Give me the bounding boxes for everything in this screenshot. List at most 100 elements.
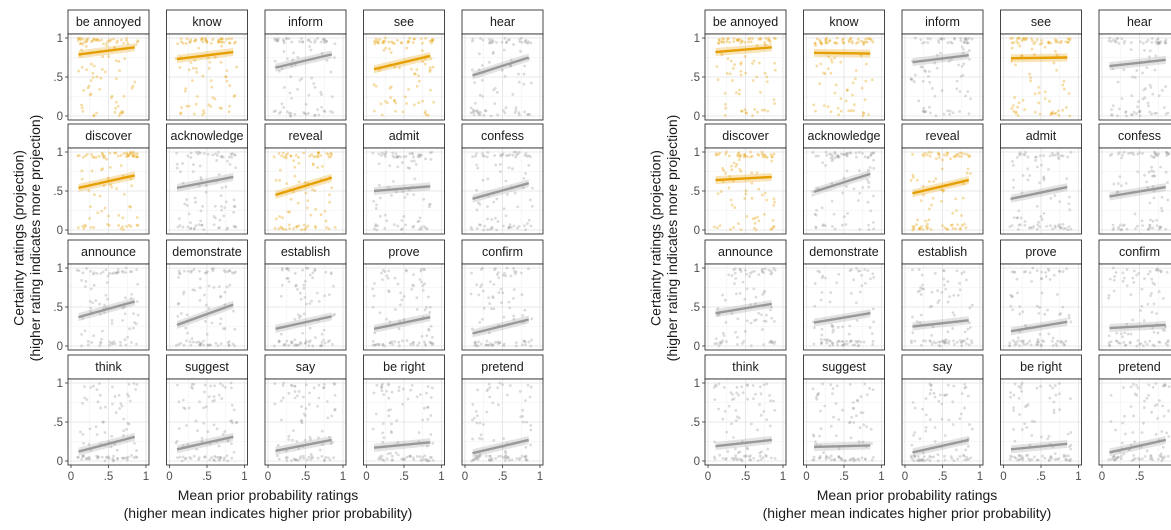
data-point (969, 97, 972, 101)
data-point (1031, 266, 1035, 270)
data-point (813, 440, 817, 444)
data-point (860, 456, 864, 460)
data-point (425, 334, 429, 338)
data-point (386, 382, 390, 386)
data-point (958, 281, 962, 285)
data-point (924, 70, 927, 73)
data-point (517, 111, 521, 115)
data-point (317, 151, 320, 154)
data-point (117, 224, 120, 227)
data-point (872, 194, 875, 198)
data-point (1164, 150, 1168, 154)
data-point (332, 382, 336, 385)
data-point (1125, 284, 1129, 288)
data-point (1135, 224, 1139, 228)
data-point (1148, 223, 1152, 227)
data-point (210, 267, 214, 271)
data-point (404, 223, 408, 227)
data-point (480, 78, 484, 82)
data-point (405, 46, 409, 50)
data-point (102, 184, 106, 187)
data-point (1017, 101, 1021, 105)
data-point (1036, 341, 1040, 345)
data-point (504, 214, 508, 218)
data-point (966, 167, 970, 171)
facet-panel: confirm (1098, 239, 1171, 351)
data-point (282, 343, 286, 347)
data-point (1150, 174, 1154, 178)
data-point (286, 57, 289, 61)
data-point (89, 306, 93, 310)
data-point (958, 90, 962, 93)
data-point (181, 455, 185, 459)
data-point (313, 225, 317, 228)
data-point (89, 205, 92, 209)
data-point (1107, 39, 1111, 43)
data-point (759, 392, 763, 396)
data-point (475, 188, 479, 192)
data-point (388, 320, 392, 324)
data-point (90, 62, 93, 66)
data-point (182, 269, 186, 273)
data-point (1016, 339, 1020, 343)
data-point (1053, 38, 1057, 41)
data-point (1114, 428, 1117, 432)
data-point (513, 269, 516, 273)
data-point (221, 384, 225, 388)
data-point (220, 155, 224, 159)
data-point (469, 111, 473, 115)
data-point (505, 154, 508, 157)
data-point (220, 204, 223, 208)
data-point (307, 38, 311, 42)
data-point (234, 166, 238, 170)
data-point (96, 211, 100, 215)
data-point (378, 214, 382, 218)
data-point (488, 395, 492, 399)
data-point (207, 103, 211, 107)
data-point (284, 456, 288, 460)
data-point (113, 110, 117, 114)
data-point (942, 277, 946, 281)
data-point (512, 288, 516, 291)
data-point (852, 187, 856, 191)
data-point (284, 228, 288, 231)
data-point (939, 51, 942, 55)
data-point (955, 269, 959, 273)
data-point (319, 213, 323, 216)
data-point (940, 89, 944, 93)
data-point (812, 326, 816, 330)
data-point (476, 414, 479, 418)
data-point (197, 150, 201, 154)
data-point (866, 269, 870, 273)
data-point (1155, 312, 1158, 315)
data-point (958, 110, 961, 113)
data-point (934, 157, 938, 161)
data-point (857, 344, 861, 347)
data-point (412, 37, 416, 41)
data-point (716, 41, 720, 45)
data-point (401, 190, 405, 193)
data-point (825, 41, 828, 45)
data-point (1043, 90, 1047, 94)
data-point (749, 40, 753, 44)
data-point (766, 447, 770, 451)
data-point (487, 343, 491, 347)
data-point (499, 454, 503, 458)
data-point (848, 324, 852, 328)
data-point (327, 456, 330, 460)
data-point (212, 215, 216, 218)
data-point (80, 344, 83, 348)
y-tick-label: 1 (694, 378, 700, 390)
data-point (92, 384, 95, 388)
data-point (411, 456, 415, 460)
data-point (316, 456, 320, 460)
data-point (732, 37, 736, 40)
data-point (109, 183, 112, 187)
data-point (203, 319, 207, 323)
data-point (486, 228, 490, 232)
x-tick-label: 0 (363, 471, 369, 483)
data-point (317, 300, 321, 303)
data-point (129, 296, 133, 300)
data-point (287, 223, 291, 227)
